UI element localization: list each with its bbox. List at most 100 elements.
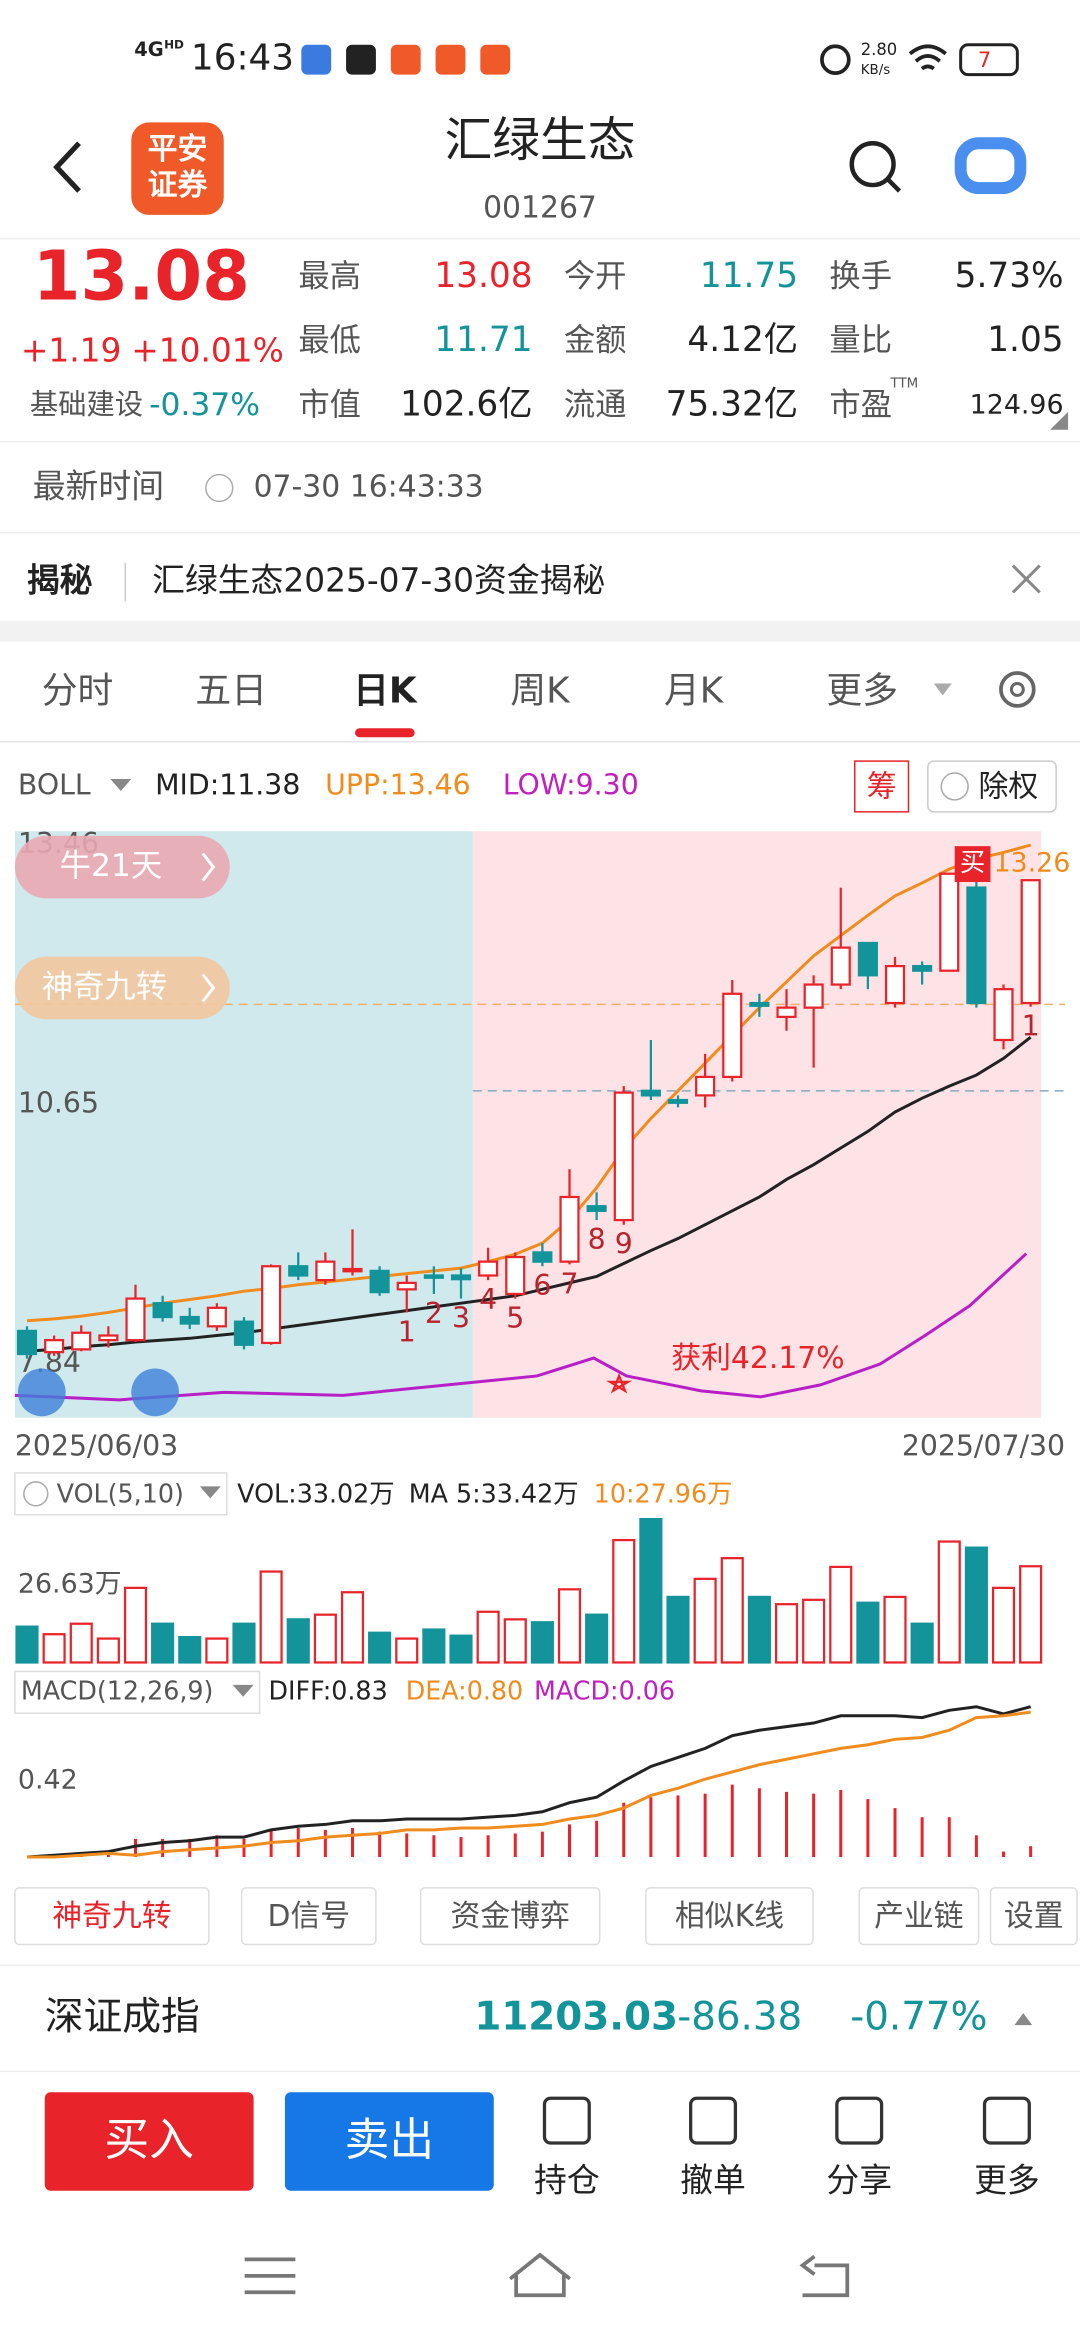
expand-button[interactable] bbox=[17, 1368, 66, 1417]
app-icon bbox=[435, 44, 466, 75]
index-value: 11203.03 bbox=[474, 1995, 678, 2040]
nine-turn-count: 1 bbox=[1022, 1010, 1040, 1043]
candle-body bbox=[1020, 879, 1041, 1005]
tool-label: 资金博弈 bbox=[451, 1899, 570, 1934]
volume-bar bbox=[585, 1613, 609, 1664]
search-handle bbox=[885, 177, 902, 193]
nine-turn-count: 8 bbox=[588, 1223, 606, 1256]
speed-value: 2.80 bbox=[861, 40, 898, 59]
chip-button[interactable] bbox=[854, 760, 910, 813]
fullscreen-button[interactable] bbox=[131, 1368, 180, 1417]
candle-body bbox=[586, 1205, 607, 1212]
back-button[interactable] bbox=[53, 141, 81, 193]
candle-body bbox=[830, 946, 851, 986]
stat-value: 5.73% bbox=[955, 256, 1064, 296]
tool-button[interactable] bbox=[419, 1887, 601, 1946]
settings-button[interactable] bbox=[999, 671, 1036, 708]
nav-home[interactable] bbox=[509, 2252, 571, 2298]
nav-menu[interactable] bbox=[244, 2257, 296, 2295]
bull-days-button[interactable] bbox=[14, 835, 230, 899]
volume-bar bbox=[259, 1570, 283, 1664]
candle-body bbox=[559, 1195, 580, 1263]
stat-value: 1.05 bbox=[987, 320, 1063, 360]
app-icon bbox=[480, 44, 511, 75]
candle-body bbox=[125, 1297, 146, 1342]
tool-label: D信号 bbox=[267, 1899, 350, 1934]
tool-button[interactable] bbox=[14, 1887, 210, 1946]
more-arrow bbox=[933, 683, 952, 696]
action-icon[interactable] bbox=[542, 2096, 591, 2145]
volume-bar bbox=[232, 1622, 256, 1664]
tool-button[interactable] bbox=[645, 1887, 814, 1946]
stats: 最高 13.08 今开 11.75 换手 5.73% 最低 11.71 金额 4.12亿 量比 1.0… bbox=[298, 256, 1063, 424]
sell-button[interactable] bbox=[284, 2092, 494, 2191]
tool-button[interactable] bbox=[989, 1887, 1078, 1946]
volume-bar bbox=[557, 1588, 582, 1664]
close-button[interactable] bbox=[1011, 564, 1041, 594]
indicator-name[interactable]: BOLL bbox=[18, 768, 91, 801]
stat-value: 13.08 bbox=[434, 256, 532, 296]
volume-bar bbox=[476, 1610, 500, 1664]
app-icon bbox=[346, 44, 376, 75]
adjust-label: 除权 bbox=[979, 769, 1039, 804]
candle-body bbox=[423, 1274, 444, 1279]
bull-days: 牛21天 bbox=[60, 848, 163, 884]
y-tick-label: 10.65 bbox=[18, 1087, 99, 1120]
tool-button[interactable] bbox=[858, 1887, 980, 1946]
indicator-select[interactable] bbox=[14, 1472, 228, 1516]
nav-back[interactable] bbox=[799, 2254, 850, 2298]
action-icon[interactable] bbox=[835, 2096, 884, 2145]
broker-logo bbox=[131, 122, 224, 215]
stat-label: 今开 bbox=[564, 259, 627, 295]
nine-turn-button[interactable] bbox=[14, 956, 230, 1020]
info-icon bbox=[940, 772, 969, 801]
volume-bar bbox=[503, 1618, 527, 1664]
volume-bar bbox=[747, 1595, 771, 1664]
tab[interactable]: 周K bbox=[510, 670, 571, 711]
tab[interactable]: 更多 bbox=[826, 670, 898, 711]
candle-body bbox=[396, 1281, 417, 1291]
candle-body bbox=[369, 1269, 390, 1294]
stat-label: 换手 bbox=[829, 259, 892, 295]
update-label: 最新时间 bbox=[33, 467, 164, 505]
action-icon[interactable] bbox=[689, 2096, 738, 2145]
volume-bar bbox=[422, 1628, 446, 1664]
chevron bbox=[201, 852, 216, 882]
tab[interactable]: 分时 bbox=[42, 670, 114, 711]
candle-body bbox=[993, 988, 1014, 1042]
tool-button[interactable] bbox=[240, 1887, 377, 1946]
stat-label: 量比 bbox=[829, 323, 892, 359]
index-name: 深证成指 bbox=[45, 1995, 200, 2040]
candle-body bbox=[695, 1075, 716, 1097]
candle-body bbox=[44, 1339, 65, 1354]
volume-bar bbox=[666, 1595, 690, 1664]
y-tick-label: 26.63万 bbox=[18, 1568, 122, 1599]
time: 16:43 bbox=[191, 38, 294, 79]
indicator-select[interactable] bbox=[14, 1670, 261, 1714]
macd-chart: 0.42 bbox=[18, 1705, 1033, 1859]
candle-body bbox=[342, 1267, 363, 1273]
stat-value: 75.32亿 bbox=[666, 384, 798, 424]
tab[interactable]: 日K bbox=[353, 670, 418, 711]
candle-body bbox=[884, 964, 906, 1005]
tab[interactable]: 五日 bbox=[195, 670, 267, 711]
volume-bar bbox=[286, 1618, 310, 1664]
search-button[interactable] bbox=[849, 141, 896, 188]
tab[interactable]: 月K bbox=[664, 670, 725, 711]
nine-turn-count: 5 bbox=[506, 1301, 524, 1334]
assistant-face bbox=[966, 149, 1015, 183]
volume-bar bbox=[15, 1625, 39, 1664]
dea-label: DEA:0.80 bbox=[406, 1675, 523, 1705]
buy-button[interactable] bbox=[44, 2092, 254, 2191]
profit-icon bbox=[606, 1372, 633, 1394]
action-icon[interactable] bbox=[982, 2096, 1031, 2145]
network-sup: HD bbox=[164, 37, 184, 51]
nine-turn-count: 2 bbox=[425, 1297, 443, 1330]
vol-label: VOL:33.02万 bbox=[237, 1478, 394, 1508]
diff-line bbox=[26, 1705, 1032, 1859]
candle-body bbox=[640, 1089, 661, 1097]
news-text[interactable]: 汇绿生态2025-07-30资金揭秘 bbox=[152, 562, 605, 600]
speed-unit: KB/s bbox=[861, 63, 890, 78]
